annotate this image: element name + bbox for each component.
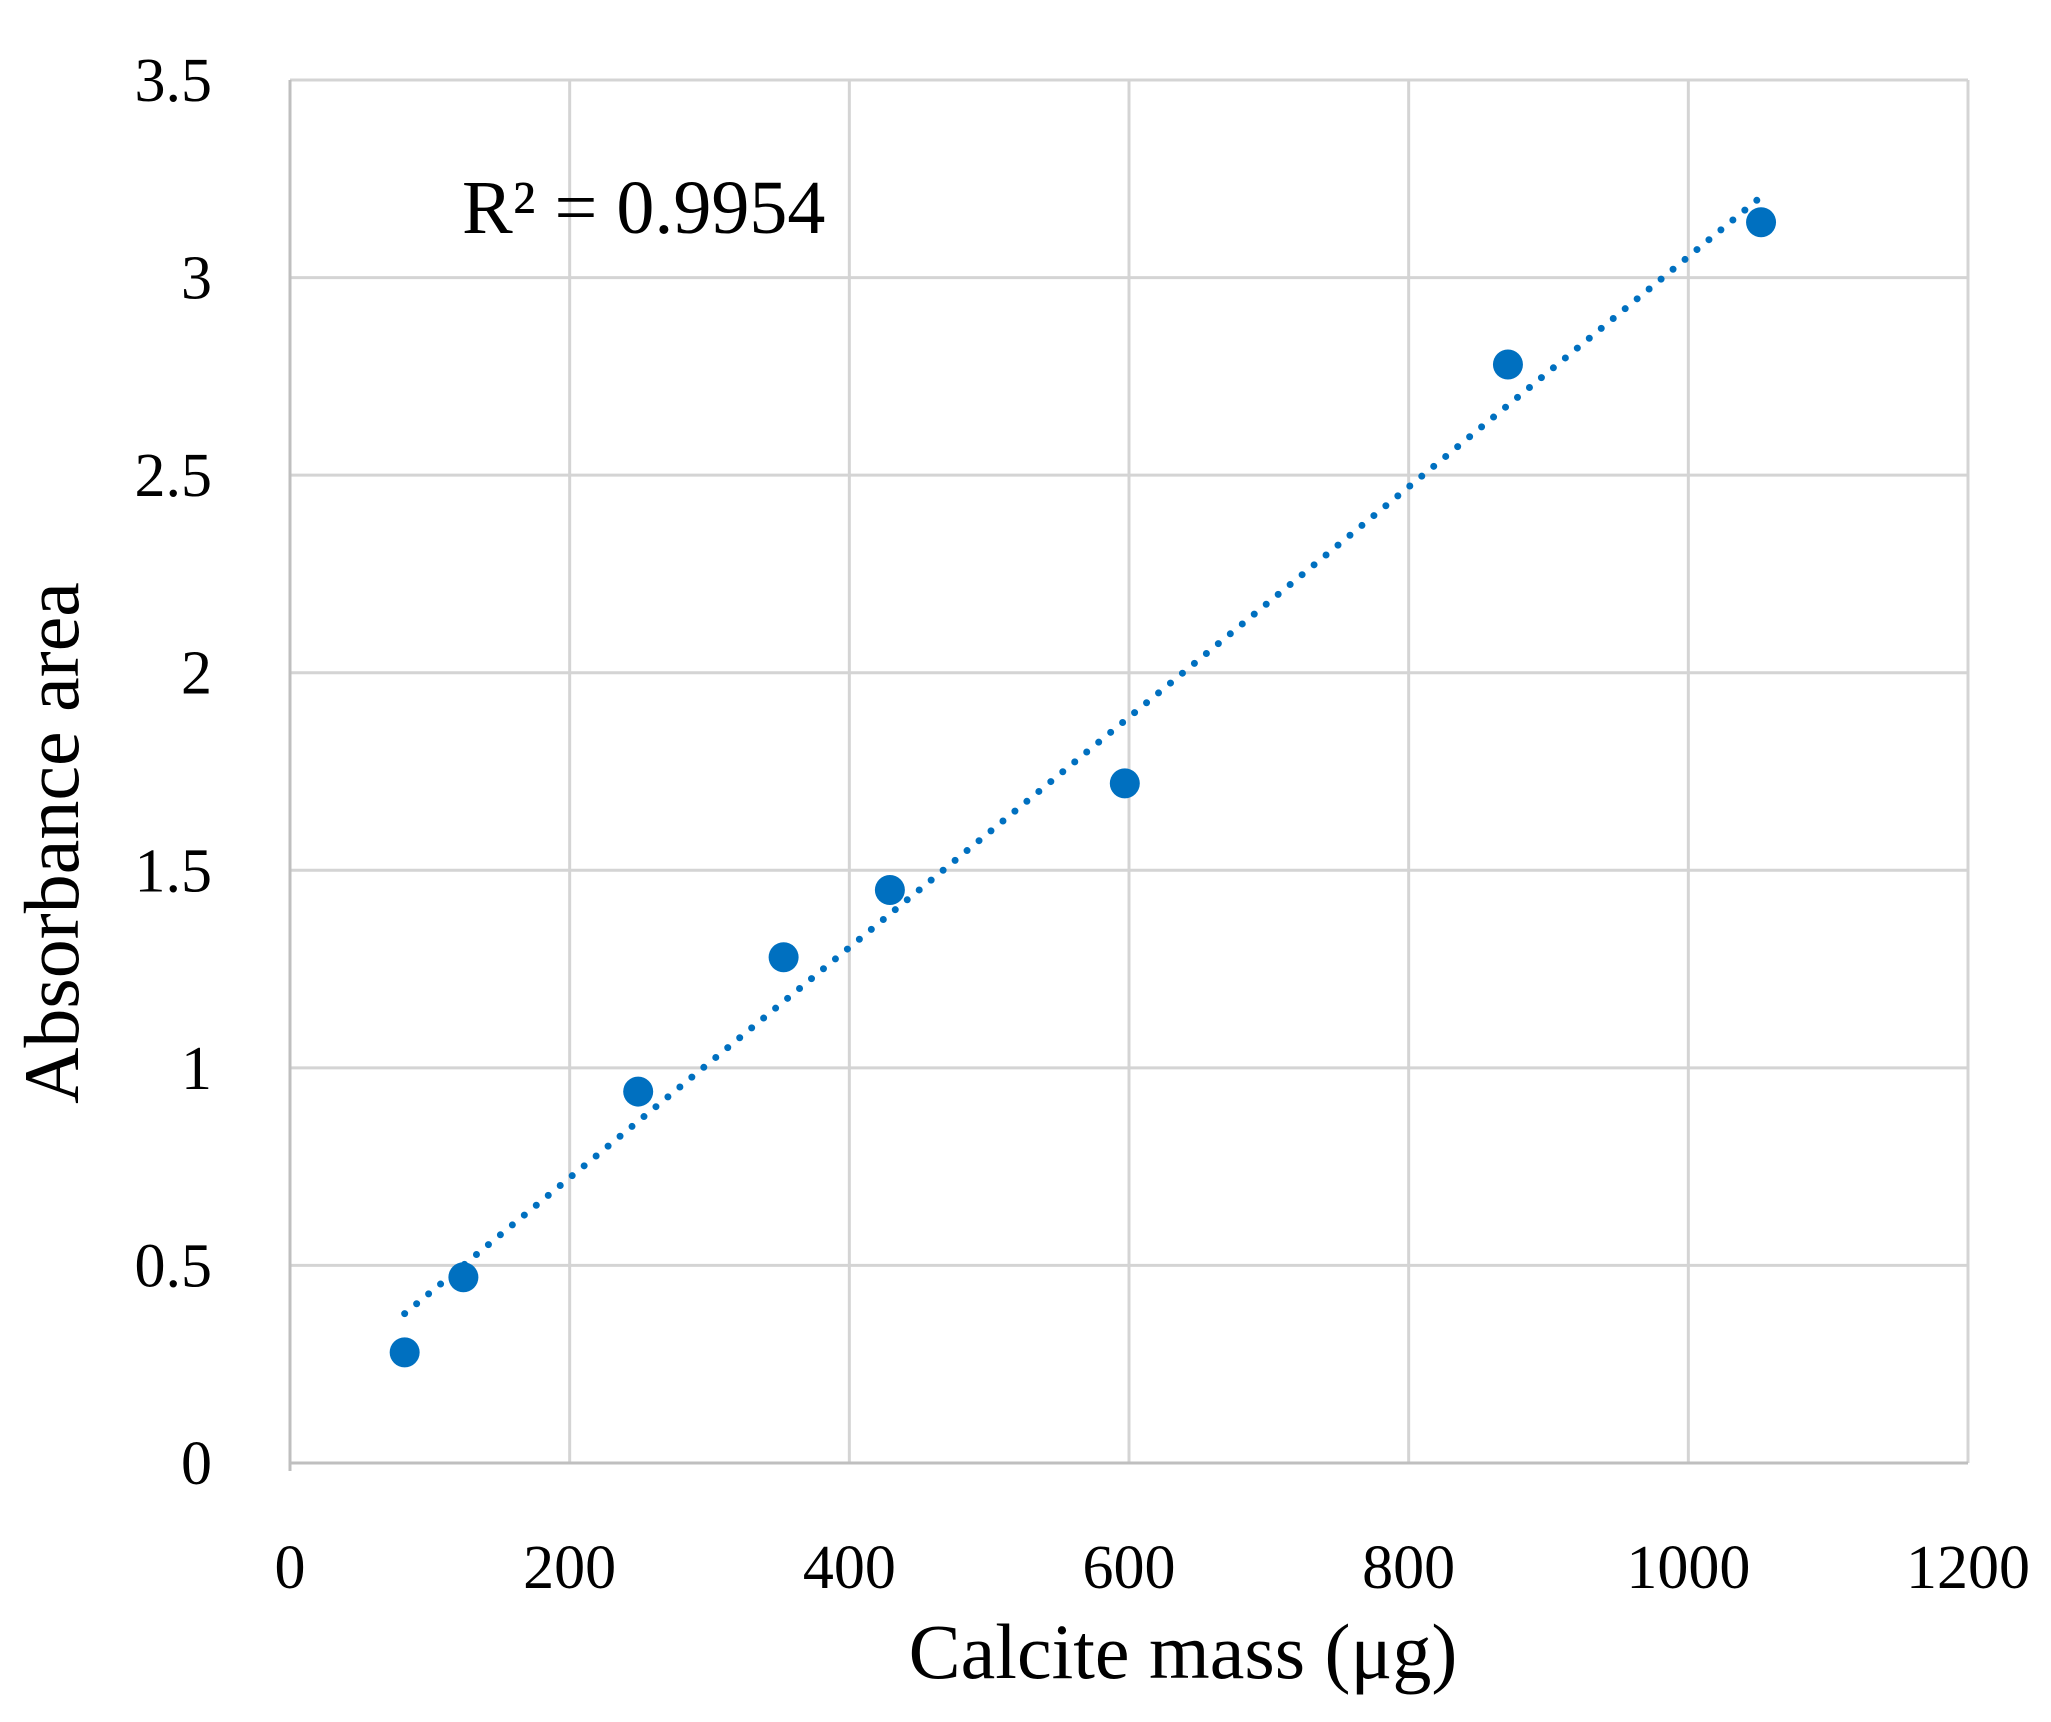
x-axis-title: Calcite mass (μg) xyxy=(909,1608,1458,1695)
data-point xyxy=(1492,349,1523,380)
data-point xyxy=(448,1262,479,1293)
y-axis-ticks: 0 0.5 1 1.5 2 2.5 3 3.5 xyxy=(135,47,213,1498)
y-tick-label: 2 xyxy=(181,640,212,708)
y-tick-label: 1.5 xyxy=(135,837,213,905)
y-tick-label: 2.5 xyxy=(135,442,213,510)
y-tick-label: 0 xyxy=(181,1430,212,1498)
data-point xyxy=(1109,768,1140,799)
trendline-path xyxy=(401,193,1765,1318)
x-tick-label: 1200 xyxy=(1906,1534,2030,1602)
x-tick-label: 200 xyxy=(523,1534,616,1602)
data-point xyxy=(1746,207,1777,238)
grid xyxy=(290,78,1970,1463)
x-tick-label: 400 xyxy=(803,1534,896,1602)
data-point xyxy=(623,1076,654,1107)
y-tick-label: 0.5 xyxy=(135,1232,213,1300)
trendline xyxy=(401,193,1765,1318)
y-tick-label: 3 xyxy=(181,245,212,313)
x-tick-label: 1000 xyxy=(1626,1534,1750,1602)
data-point xyxy=(874,875,905,906)
data-point xyxy=(768,942,799,973)
x-tick-label: 0 xyxy=(275,1534,306,1602)
x-tick-label: 600 xyxy=(1083,1534,1176,1602)
axes xyxy=(288,80,1968,1471)
data-points xyxy=(389,207,1777,1368)
x-axis-ticks: 0 200 400 600 800 1000 1200 xyxy=(275,1534,2031,1602)
data-point xyxy=(389,1337,420,1368)
x-tick-label: 800 xyxy=(1362,1534,1455,1602)
y-tick-label: 3.5 xyxy=(135,47,213,115)
r-squared-annotation: R² = 0.9954 xyxy=(462,166,825,250)
y-axis-title: Absorbance area xyxy=(8,582,95,1104)
y-tick-label: 1 xyxy=(181,1035,212,1103)
